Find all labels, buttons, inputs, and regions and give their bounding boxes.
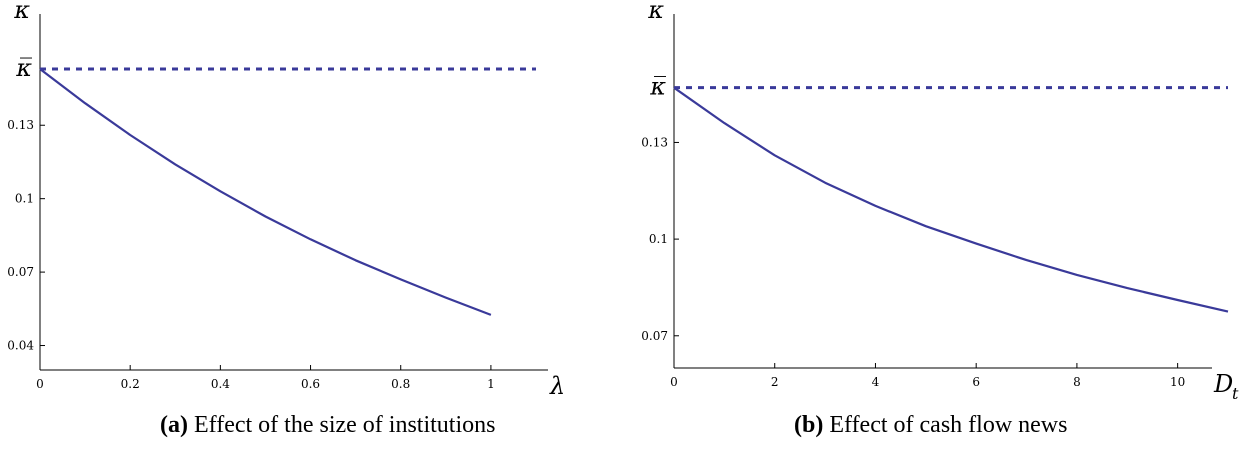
y-tick-label: 0.04 (7, 339, 34, 353)
caption-a: (a) Effect of the size of institutions (160, 412, 495, 439)
x-tick-label: 0 (36, 377, 44, 391)
chart-b: 0 2 4 6 8 10 0.07 0.1 0.13 κ̅ κ Dt (641, 0, 1239, 403)
x-tick-label: 1 (487, 377, 495, 391)
y-axis-label: κ (13, 0, 30, 24)
x-tick-label: 0.8 (391, 377, 410, 391)
y-tick-label: 0.07 (641, 329, 668, 343)
x-tick-label: 8 (1073, 375, 1081, 389)
y-tick-label-kappa-bar: κ̅ (649, 73, 666, 101)
x-tick-label: 2 (771, 375, 779, 389)
x-tick-label: 0 (670, 375, 678, 389)
caption-b-text: Effect of cash flow news (829, 412, 1068, 438)
y-tick-label: 0.13 (7, 118, 34, 132)
y-tick-label: 0.1 (649, 232, 668, 246)
y-tick-label: 0.1 (15, 192, 34, 206)
x-axis-label: λ (549, 372, 565, 400)
caption-a-text: Effect of the size of institutions (193, 412, 496, 438)
x-tick-label: 0.4 (211, 377, 230, 391)
caption-b-tag: (b) (794, 412, 824, 438)
y-tick-label-kappa-bar: κ̅ (15, 54, 32, 82)
x-axis-label: D (1213, 370, 1233, 398)
chart-a: 0 0.2 0.4 0.6 0.8 1 0.04 0.07 0.1 0.13 κ̅ κ λ (7, 0, 565, 400)
x-tick-label: 6 (972, 375, 980, 389)
y-tick-label: 0.13 (641, 135, 668, 149)
y-tick-label: 0.07 (7, 265, 34, 279)
y-axis-label: κ (647, 0, 664, 24)
x-tick-label: 4 (872, 375, 880, 389)
caption-a-tag: (a) (160, 412, 188, 438)
series-curve-line (39, 68, 492, 316)
series-curve-line (673, 86, 1229, 313)
x-tick-label: 10 (1170, 375, 1185, 389)
x-tick-label: 0.2 (121, 377, 140, 391)
x-axis-label-subscript: t (1232, 384, 1239, 403)
caption-b: (b) Effect of cash flow news (794, 412, 1067, 439)
x-tick-label: 0.6 (301, 377, 320, 391)
